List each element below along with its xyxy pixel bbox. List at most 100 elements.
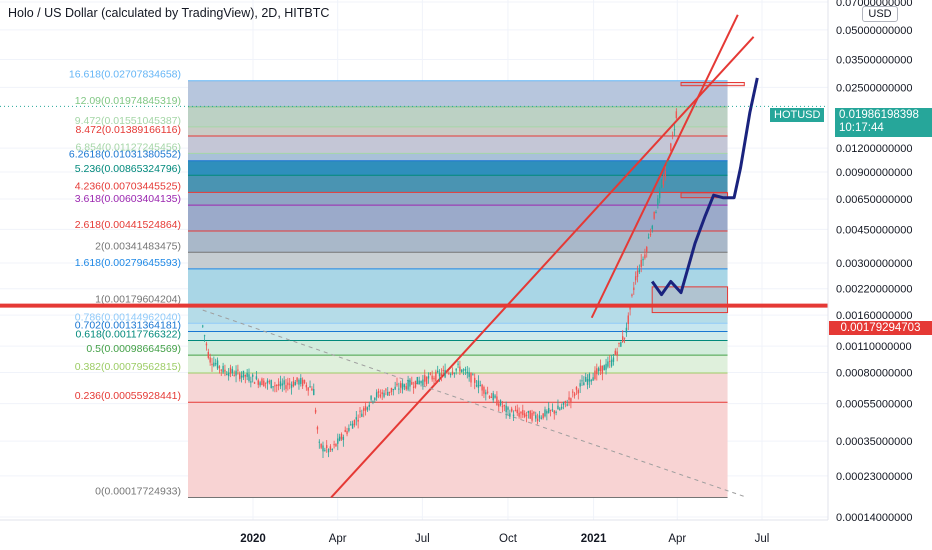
candle-body	[313, 389, 315, 396]
x-tick-label: Jul	[415, 533, 430, 545]
candle-body	[407, 379, 409, 390]
y-tick-label: 0.00080000000	[836, 368, 912, 380]
x-tick-label: Apr	[329, 533, 347, 545]
candle-body	[503, 405, 506, 407]
candle-body	[209, 357, 211, 363]
candle-body	[511, 408, 513, 412]
candle-body	[451, 371, 454, 375]
candle-body	[268, 381, 271, 383]
candle-body	[264, 382, 267, 384]
fib-band	[188, 305, 728, 324]
candle-body	[279, 381, 282, 387]
candle-body	[516, 409, 518, 414]
candle-body	[255, 376, 258, 380]
candle-body	[394, 386, 396, 390]
candle-body	[461, 369, 463, 372]
candle-body	[666, 164, 668, 166]
candle-body	[405, 386, 407, 390]
candle-body	[560, 406, 563, 409]
candle-body	[385, 389, 387, 391]
y-tick-label: 0.00110000000	[836, 341, 912, 353]
candle-body	[418, 380, 420, 385]
candle-body	[596, 368, 598, 375]
candle-body	[305, 384, 308, 388]
candle-body	[627, 315, 629, 324]
candle-body	[338, 436, 341, 441]
candle-body	[646, 247, 648, 252]
candle-body	[579, 383, 581, 387]
candle-body	[492, 393, 494, 401]
candle-body	[290, 384, 293, 388]
fib-band	[188, 323, 728, 332]
candle-body	[227, 372, 230, 377]
candle-body	[229, 367, 232, 374]
candle-body	[388, 391, 391, 393]
candle-body	[344, 429, 346, 432]
candle-body	[544, 409, 546, 417]
fib-band	[188, 126, 728, 137]
currency-selector[interactable]: USD	[862, 6, 898, 22]
y-tick-label: 0.03500000000	[836, 54, 912, 66]
candle-body	[414, 380, 417, 388]
candle-body	[651, 225, 654, 230]
candle-body	[616, 351, 618, 356]
fib-level-label: 2(0.00341483475)	[95, 240, 181, 252]
candle-body	[601, 365, 604, 374]
candle-body	[490, 396, 493, 399]
candle-body	[583, 382, 585, 386]
candle-body	[427, 376, 430, 379]
candle-body	[592, 377, 594, 381]
candle-body	[337, 438, 339, 444]
candle-body	[442, 370, 444, 372]
candle-body	[457, 363, 459, 365]
candle-body	[342, 436, 345, 441]
candle-body	[527, 410, 530, 413]
fib-band	[188, 373, 728, 403]
fib-level-label: 0.618(0.00117766322)	[76, 329, 181, 341]
candle-body	[435, 371, 437, 382]
candle-body	[660, 185, 663, 187]
candle-body	[662, 180, 665, 185]
candle-body	[239, 373, 241, 380]
candle-body	[416, 376, 419, 384]
candle-body	[307, 387, 309, 391]
fib-level-label: 0.5(0.00098664569)	[86, 343, 181, 355]
candle-body	[653, 212, 655, 219]
candle-body	[470, 372, 472, 383]
symbol-price-badge: 0.01986198398 10:17:44	[835, 108, 932, 137]
candle-body	[468, 372, 470, 377]
candle-body	[320, 443, 322, 448]
fib-level-label: 0.786(0.00144962040)	[75, 311, 181, 323]
candle-body	[390, 387, 393, 392]
candle-body	[570, 398, 572, 402]
y-tick-label: 0.02500000000	[836, 82, 912, 94]
candle-body	[326, 445, 328, 449]
candle-body	[361, 413, 363, 417]
candle-body	[675, 111, 678, 119]
candle-body	[631, 294, 633, 296]
candle-body	[433, 377, 435, 380]
candle-body	[205, 343, 208, 346]
candle-body	[237, 369, 239, 371]
candle-body	[588, 373, 591, 382]
fib-band	[188, 106, 728, 127]
fib-level-label: 6.854(0.01127245456)	[76, 141, 181, 153]
candle-body	[261, 378, 263, 386]
candle-body	[577, 390, 580, 394]
candle-body	[351, 423, 354, 429]
candle-body	[252, 374, 254, 377]
candle-body	[538, 415, 541, 419]
candle-body	[409, 379, 411, 387]
candle-body	[327, 449, 330, 453]
candle-body	[477, 380, 480, 388]
bar-countdown: 10:17:44	[839, 122, 884, 134]
candle-body	[553, 410, 555, 414]
target-box	[680, 81, 745, 87]
candle-body	[488, 396, 491, 398]
candle-body	[359, 410, 361, 412]
candle-body	[585, 377, 587, 382]
candle-body	[540, 417, 543, 419]
candle-body	[586, 379, 589, 385]
candle-body	[568, 397, 570, 400]
